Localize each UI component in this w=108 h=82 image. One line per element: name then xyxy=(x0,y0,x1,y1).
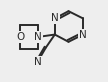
Text: N: N xyxy=(79,30,87,40)
Text: N: N xyxy=(34,32,42,42)
Text: O: O xyxy=(16,32,24,42)
Text: N: N xyxy=(51,13,59,23)
Text: N: N xyxy=(34,57,42,67)
